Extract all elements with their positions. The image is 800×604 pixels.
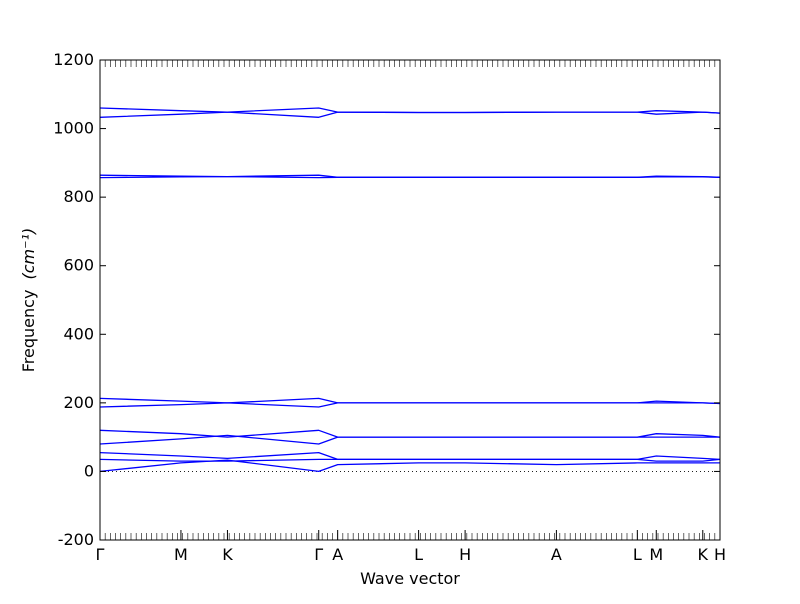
y-axis-label: Frequency (cm⁻¹) [19, 228, 38, 372]
y-tick-label: 0 [84, 461, 94, 480]
x-tick-label: K [222, 545, 233, 564]
x-tick-label: Γ [96, 545, 105, 564]
y-axis-label-unit: (cm⁻¹) [19, 228, 38, 280]
y-axis-label-text: Frequency [19, 290, 38, 373]
y-tick-label: 400 [63, 324, 94, 343]
y-tick-label: 600 [63, 256, 94, 275]
band-line-9 [99, 174, 721, 178]
y-tick-label: 800 [63, 187, 94, 206]
y-tick-label: 200 [63, 393, 94, 412]
band-line-7 [99, 397, 721, 405]
x-tick-label: A [551, 545, 562, 564]
x-tick-label: H [459, 545, 471, 564]
x-tick-label: L [633, 545, 642, 564]
minor-ticks [99, 60, 721, 540]
series-layer [99, 107, 721, 473]
y-tick-label: -200 [58, 530, 94, 549]
y-tick-label: 1000 [53, 119, 94, 138]
band-line-11 [99, 107, 721, 114]
y-tick-label: 1200 [53, 50, 94, 69]
x-axis-label: Wave vector [360, 569, 460, 588]
y-axis: -200 0 200 400 600 800 1000 1200 [53, 50, 720, 549]
plot-frame [99, 59, 721, 541]
x-tick-label: M [174, 545, 188, 564]
band-line-5 [99, 429, 721, 438]
band-line-3 [99, 451, 721, 461]
x-tick-label: Γ [314, 545, 323, 564]
x-tick-label: K [698, 545, 709, 564]
x-tick-label: M [649, 545, 663, 564]
x-tick-label: H [714, 545, 726, 564]
x-tick-label: A [332, 545, 343, 564]
x-tick-label: L [414, 545, 423, 564]
